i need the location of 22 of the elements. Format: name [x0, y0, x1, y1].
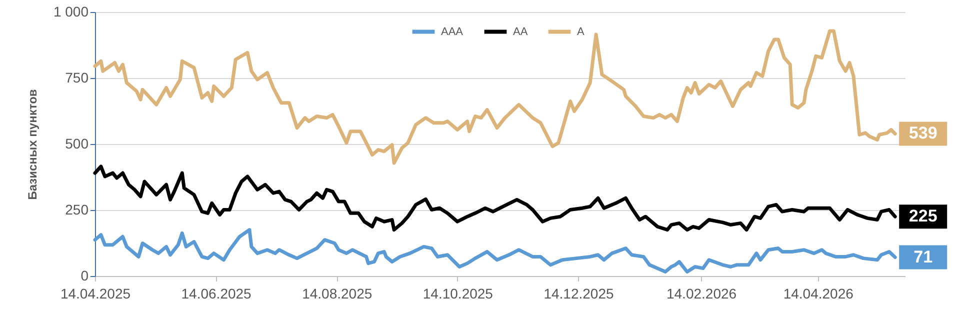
annotation: 71 [914, 247, 933, 266]
x-tick-label: 14.08.2025 [302, 286, 372, 302]
legend-label: AAA [441, 26, 464, 38]
y-tick-label: 750 [65, 70, 89, 86]
legend-label: A [577, 26, 585, 38]
legend-label: AA [513, 26, 528, 38]
x-tick-label: 14.10.2025 [422, 286, 494, 302]
y-tick-label: 500 [65, 136, 89, 152]
x-tick-label: 14.06.2025 [181, 286, 252, 302]
x-tick-label: 14.04.2025 [60, 286, 131, 302]
line-series [93, 164, 897, 232]
line-series [93, 29, 897, 165]
x-tick-label: 14.04.2026 [783, 286, 854, 302]
y-axis-title: Базисных пунктов [25, 89, 40, 200]
x-tick-label: 14.12.2025 [544, 286, 614, 302]
line-series [93, 228, 897, 274]
y-tick-label: 1 000 [53, 4, 89, 20]
annotation: 539 [908, 124, 938, 143]
y-tick-label: 250 [65, 202, 89, 218]
y-tick-label: 0 [80, 268, 89, 284]
x-tick-label: 14.02.2026 [666, 286, 737, 302]
annotation: 225 [908, 206, 938, 226]
